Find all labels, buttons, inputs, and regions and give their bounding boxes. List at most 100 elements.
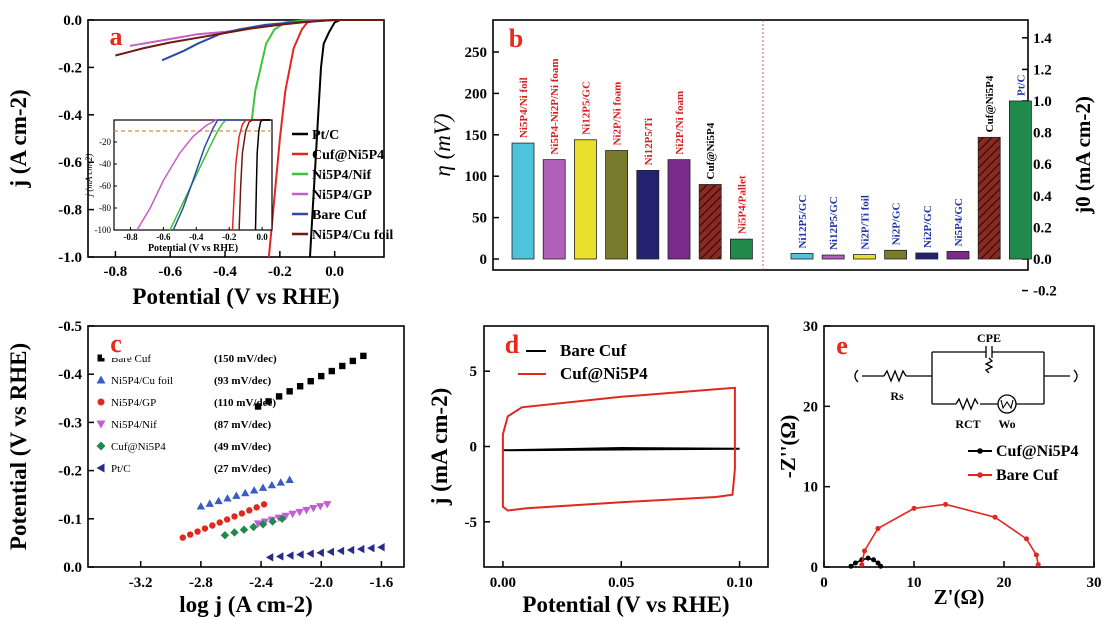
panel-b-bar [698, 184, 722, 260]
panel-d-legend-label: Cuf@Ni5P4 [560, 364, 648, 383]
panel-a-inset-ytick-label: -40 [99, 159, 111, 169]
panel-a-inset-ylabel: j (mA cm-2) [84, 154, 94, 198]
panel-a-inset-line [172, 119, 271, 231]
panel-b-bar-label: Ni12P5/GC [797, 195, 809, 249]
panel-c-point [286, 388, 293, 395]
panel-a-legend-label: Ni5P4/Nif [312, 168, 371, 183]
panel-a-inset-xtick-label: -0.6 [156, 232, 171, 242]
panel-a-series-line [248, 19, 384, 139]
panel-c-ytick-label: -0.1 [58, 512, 82, 528]
panel-e-point [1033, 552, 1039, 558]
panel-c-point [214, 496, 223, 505]
panel-a-series-line [115, 19, 384, 50]
panel-c-point [220, 530, 230, 540]
panel-letter: c [110, 329, 122, 358]
panel-c-point [295, 508, 304, 517]
panel-e-ylabel: -Z''(Ω) [776, 415, 800, 478]
panel-e-legend-label: Cuf@Ni5P4 [996, 443, 1078, 460]
panel-b-bar [915, 252, 939, 260]
panel-letter: a [110, 22, 123, 51]
panel-c-point [260, 501, 268, 508]
panel-c-point [318, 372, 325, 380]
panel-a-ytick-label: -0.4 [58, 108, 82, 124]
panel-c-legend-marker [96, 463, 105, 473]
panel-a-inset-xtick-label: -0.2 [222, 232, 237, 242]
panel-a-ytick-label: -0.6 [58, 155, 82, 171]
panel-a-legend-label: Ni5P4/Cu foil [312, 228, 393, 243]
panel-c-point [306, 549, 314, 558]
panel-a-inset-line [136, 119, 271, 231]
panel-b-bar [574, 139, 597, 260]
circuit-label-wo: Wo [998, 417, 1015, 431]
panel-c-xtick-label: -3.2 [129, 575, 153, 591]
panel-c-point [281, 512, 290, 521]
panel-a-ytick-label: -0.8 [58, 203, 82, 219]
panel-a-inset-ytick-label: -100 [95, 225, 112, 235]
cpe-element [984, 346, 994, 374]
panel-c-point [316, 503, 325, 511]
panel-b-bar-label: Ni12P5/GC [580, 81, 592, 135]
panel-c-point [275, 552, 284, 561]
panel-c-point [246, 507, 253, 514]
panel-letter: d [505, 330, 520, 359]
panel-c-point [277, 514, 287, 523]
panel-letter: b [509, 24, 523, 53]
panel-a-inset-xtick-label: -0.4 [189, 232, 204, 242]
panel-c-legend-marker [97, 354, 105, 362]
panel-a-xtick-label: 0.0 [325, 264, 344, 280]
panel-d-xtick-label: 0.00 [490, 575, 516, 591]
panel-c-point [285, 475, 294, 483]
panel-c-point [231, 513, 238, 520]
panel-b-bar [605, 150, 628, 260]
panel-e-point [1024, 536, 1029, 542]
panel-b-bar [790, 253, 814, 260]
panel-c-point [339, 362, 346, 370]
panel-b-bar-label: Ni5P4/Ni foil [518, 77, 530, 138]
panel-b-y2tick-label: 1.2 [1033, 62, 1052, 78]
panel-letter-bg [498, 331, 526, 359]
panel-e-point [862, 548, 867, 554]
panel-b-bar-label: Ni2P/GC [891, 202, 903, 245]
panel-e-point [853, 560, 858, 566]
panel-c-legend-label: Ni5P4/Nif [111, 419, 157, 431]
panel-d-ytick-label: 0 [470, 440, 478, 456]
panel-c-point [223, 516, 231, 523]
panel-b-bar [821, 254, 845, 260]
panel-c-point [276, 478, 285, 486]
panel-c-point [241, 488, 250, 497]
panel-c-ytick-label: -0.3 [58, 415, 82, 431]
panel-d-xlabel: Potential (V vs RHE) [522, 592, 729, 617]
panel-b-bar-label: Ni12P5/Ti [643, 118, 655, 165]
panel-b-bar-label: Ni2P/Ni foam [612, 82, 624, 146]
panel-c-legend-tafel: (110 mV/dec) [214, 397, 276, 409]
panel-c-point [230, 528, 239, 537]
panel-b-bar-label: Ni12P5/GC [828, 196, 840, 250]
panel-c-legend-label: Cuf@Ni5P4 [111, 441, 166, 453]
panel-a-xtick-label: -0.8 [104, 264, 128, 280]
panel-c-point [367, 543, 375, 553]
panel-letter-bg [502, 25, 530, 53]
panel-d-ytick-label: -5 [465, 515, 478, 531]
panel-c-point [296, 550, 304, 559]
panel-e-legend-label: Bare Cuf [996, 467, 1059, 484]
panel-e-xtick-label: 30 [1087, 575, 1102, 591]
panel-c-point [249, 486, 259, 494]
panel-a-xtick-label: -0.6 [158, 264, 182, 280]
panel-d-xtick-label: 0.10 [726, 575, 752, 591]
panel-b-ytick-label: 150 [465, 128, 488, 144]
panel-e-point [943, 501, 948, 507]
panel-c-point [205, 499, 214, 507]
panel-a-inset-xtick-label: 0.0 [257, 232, 269, 242]
panel-c-frame [87, 325, 405, 568]
panel-a-inset-xlabel: Potential (V vs RHE) [148, 243, 238, 254]
circuit-label-cpe: CPE [977, 331, 1001, 345]
panel-e-point [992, 514, 998, 520]
panel-b-bar-label: Ni2P/Ni foam [674, 91, 686, 155]
panel-c-point [186, 531, 194, 538]
panel-b-bar-label: Pt/C [1015, 75, 1027, 96]
panel-b-ytick-label: 0 [480, 252, 488, 268]
panel-d-series-line [502, 446, 740, 452]
panel-c-point [326, 547, 335, 557]
panel-c-point [349, 357, 357, 365]
